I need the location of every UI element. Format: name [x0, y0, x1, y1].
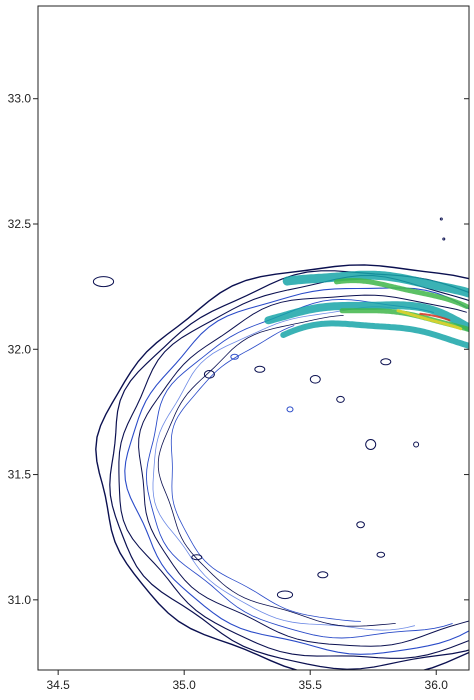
contour-arc	[124, 287, 469, 655]
contour-arc	[157, 315, 396, 627]
contour-island	[230, 353, 239, 360]
y-tick-label: 32.0	[8, 342, 32, 356]
intensity-band	[280, 320, 469, 350]
plot-frame	[37, 5, 470, 671]
contour-island	[286, 406, 294, 413]
contour-island	[191, 554, 203, 561]
contour-island	[365, 439, 377, 450]
x-tick-label: 34.5	[46, 678, 70, 692]
intensity-band	[396, 309, 463, 331]
y-axis: 31.0 31.5 32.0 32.5 33.0	[8, 92, 469, 607]
contour-island	[380, 358, 392, 366]
contour-island	[413, 441, 420, 448]
y-tick-label: 31.5	[8, 468, 32, 482]
y-tick-label: 31.0	[8, 593, 32, 607]
intensity-band	[419, 312, 451, 322]
contour-island	[254, 365, 266, 373]
contour-arc	[109, 270, 469, 670]
contour-island	[376, 551, 386, 558]
y-tick-label: 33.0	[8, 92, 32, 106]
contour-layer	[92, 217, 469, 670]
contour-arc	[152, 306, 415, 631]
contour-island	[317, 571, 329, 579]
x-axis: 34.5 35.0 35.5 36.0	[46, 670, 448, 692]
contour-arc	[170, 325, 361, 622]
contour-island	[203, 370, 215, 379]
contour-arc	[95, 264, 469, 670]
contour-island	[336, 395, 345, 403]
x-tick-label: 35.0	[173, 678, 197, 692]
intensity-band	[264, 301, 469, 333]
intensity-band	[282, 270, 469, 298]
y-tick-label: 32.5	[8, 217, 32, 231]
contour-island	[92, 276, 115, 288]
contour-island	[309, 375, 321, 384]
x-tick-label: 35.5	[299, 678, 323, 692]
contour-island	[356, 521, 365, 529]
contour-island	[276, 590, 294, 600]
contour-arc	[138, 294, 469, 647]
contour-island	[439, 217, 443, 221]
x-tick-label: 36.0	[425, 678, 449, 692]
intensity-band	[334, 278, 469, 309]
contour-island	[442, 237, 446, 241]
